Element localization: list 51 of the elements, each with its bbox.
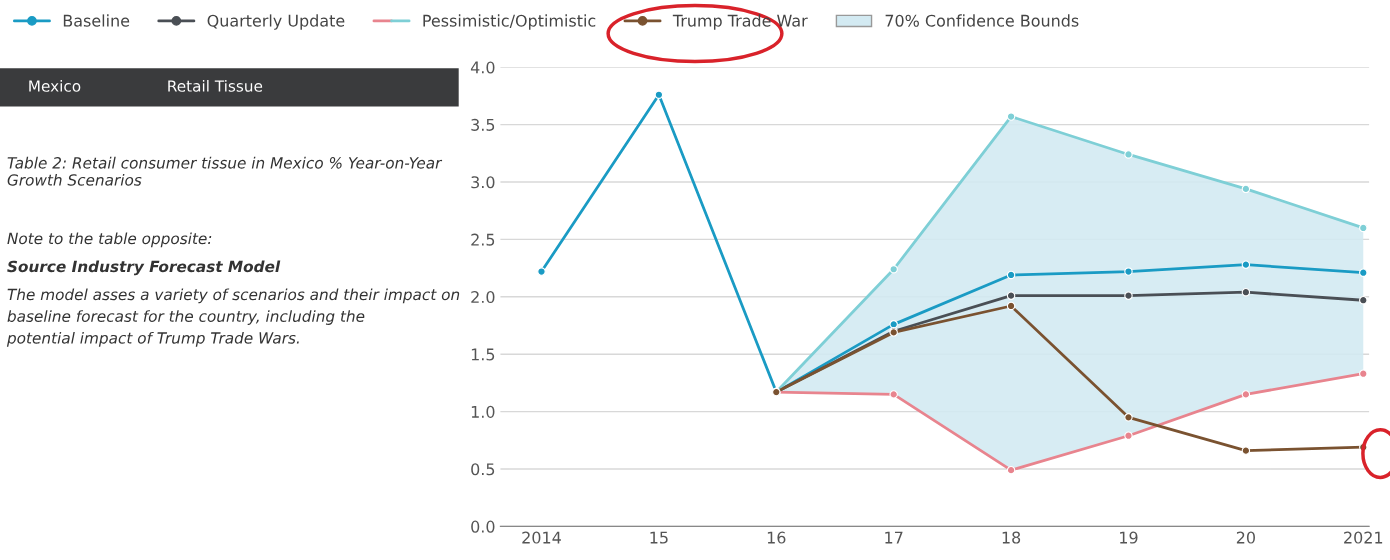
x-tick-label: 17 (885, 531, 903, 544)
x-tick-label: 19 (1120, 531, 1138, 544)
x-tick-label: 18 (1002, 531, 1021, 544)
y-tick-label: 2.0 (471, 291, 495, 304)
point (1006, 112, 1016, 121)
text: Retail Tissue (168, 79, 263, 92)
legend-label: Baseline (63, 14, 130, 27)
y-tick-label: 0.5 (471, 463, 495, 476)
point (1241, 287, 1251, 297)
text: Mexico (29, 79, 81, 92)
point (889, 390, 898, 399)
point (1124, 291, 1133, 300)
point (1124, 150, 1133, 159)
y-tick-label: 1.0 (471, 405, 495, 418)
y-tick-label: 0.0 (471, 520, 495, 533)
point (1359, 296, 1368, 305)
point (1006, 291, 1016, 300)
point (1241, 260, 1251, 269)
text: The model asses a variety of scenarios and their impact on baseline forecast for the country, including the potential impact of Trump Trade Wars. (6, 288, 460, 347)
point (654, 90, 664, 99)
source-note: Source Industry Forecast Model (7, 260, 281, 276)
point (1006, 465, 1016, 475)
point (1241, 446, 1251, 455)
legend-label: Quarterly Update (207, 14, 345, 30)
point (1359, 268, 1368, 277)
point (1124, 267, 1133, 276)
x-tick-label: 15 (650, 531, 668, 544)
legend-label: Pessimistic/Optimistic (423, 14, 596, 30)
point (1006, 270, 1016, 280)
point (1359, 369, 1368, 378)
point (537, 267, 546, 276)
y-tick-label: 2.5 (471, 233, 495, 246)
x-tick-label: 20 (1236, 531, 1255, 544)
point (889, 265, 898, 274)
point (1359, 223, 1368, 233)
legend-label: 70% Confidence Bounds (885, 14, 1079, 27)
point (1241, 390, 1251, 399)
point (1124, 431, 1133, 440)
y-tick-label: 1.5 (471, 348, 495, 361)
legend-label: Trump Trade War (672, 14, 808, 30)
point (1006, 301, 1016, 311)
text: Table 2: Retail consumer tissue in Mexico % Year-on-Year Growth Scenarios (7, 156, 443, 186)
text: Note to the table opposite: (7, 232, 212, 248)
x-tick-label: 2014 (522, 531, 561, 544)
y-tick-label: 3.5 (471, 118, 495, 131)
y-tick-label: 3.0 (471, 176, 495, 189)
y-tick-label: 4.0 (470, 61, 495, 74)
x-tick-label: 16 (767, 531, 786, 544)
point (1124, 413, 1133, 422)
x-tick-label: 2021 (1344, 531, 1383, 544)
point (1241, 184, 1251, 194)
